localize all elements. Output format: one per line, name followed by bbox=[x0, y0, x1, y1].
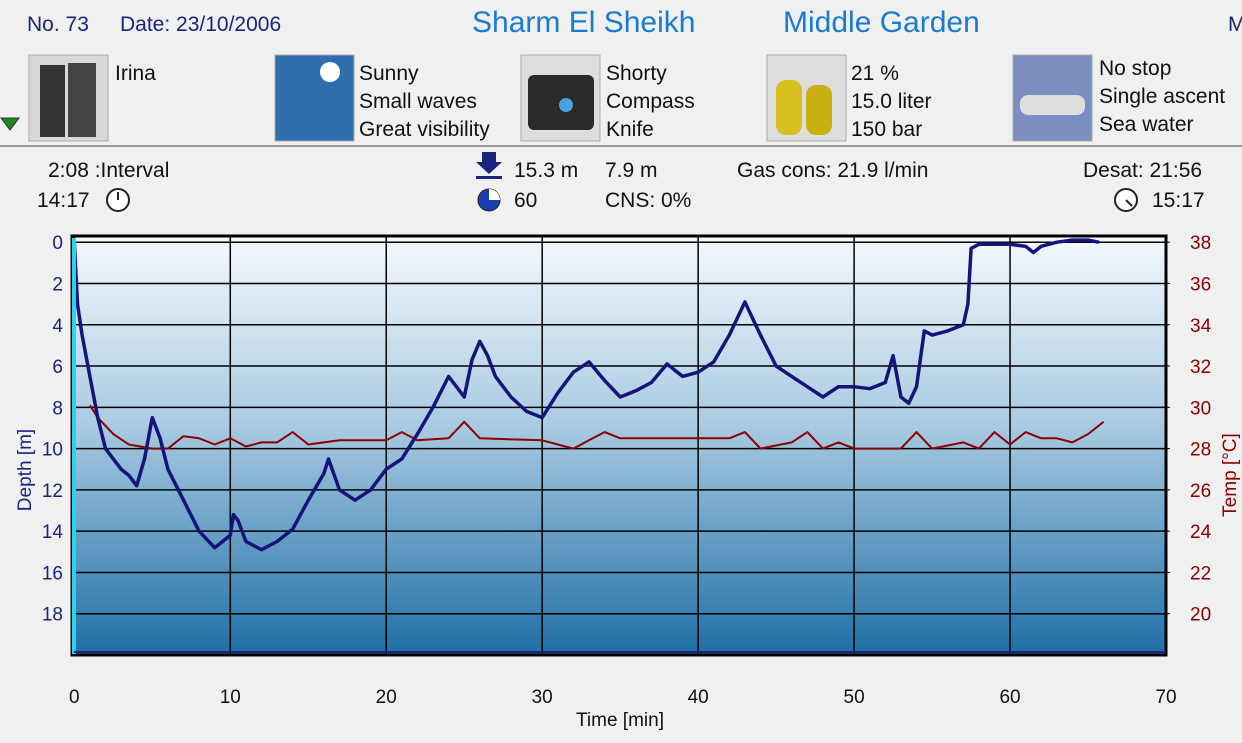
cut-text: M bbox=[1228, 13, 1242, 36]
y-tick-label: 4 bbox=[52, 316, 63, 337]
panel-line: Small waves bbox=[359, 90, 477, 113]
y-tick-label: 18 bbox=[42, 605, 63, 626]
tank bbox=[776, 80, 802, 135]
desaturation: Desat: 21:56 bbox=[1083, 159, 1202, 182]
y2-tick-label: 20 bbox=[1190, 605, 1211, 626]
panel-line: No stop bbox=[1099, 57, 1171, 80]
y2-tick-label: 28 bbox=[1190, 440, 1211, 461]
y-tick-label: 12 bbox=[42, 481, 63, 502]
y2-tick-label: 22 bbox=[1190, 563, 1211, 584]
avg-depth: 7.9 m bbox=[605, 159, 658, 182]
y2-tick-label: 26 bbox=[1190, 481, 1211, 502]
y-tick-label: 8 bbox=[52, 398, 63, 419]
swimmer bbox=[1020, 95, 1085, 115]
y-tick-label: 0 bbox=[52, 233, 63, 254]
temperature-line bbox=[89, 404, 1105, 450]
cns: CNS: 0% bbox=[605, 189, 691, 212]
location: Sharm El Sheikh bbox=[472, 6, 695, 39]
gas-consumption: Gas cons: 21.9 l/min bbox=[737, 159, 928, 182]
clock-hand bbox=[1125, 199, 1133, 207]
x-tick-label: 20 bbox=[376, 687, 397, 708]
depth-line bbox=[72, 238, 1100, 552]
y2-tick-label: 24 bbox=[1190, 522, 1212, 543]
weather-icon bbox=[274, 54, 355, 142]
duration-icon-slice bbox=[489, 189, 500, 200]
tank bbox=[806, 85, 832, 135]
panel-line: Shorty bbox=[606, 62, 667, 85]
panel-line: Compass bbox=[606, 90, 695, 113]
dropdown-arrow[interactable] bbox=[0, 117, 20, 131]
panel-line: Sunny bbox=[359, 62, 419, 85]
compass bbox=[559, 98, 573, 112]
panel-line: Sea water bbox=[1099, 113, 1194, 136]
panel-line: Great visibility bbox=[359, 118, 490, 141]
sun bbox=[320, 62, 340, 82]
y-tick-label: 14 bbox=[42, 522, 64, 543]
y2-axis-title: Temp [°C] bbox=[1220, 433, 1241, 517]
x-tick-label: 40 bbox=[688, 687, 709, 708]
plot-area bbox=[72, 236, 1166, 655]
duration: 60 bbox=[514, 189, 537, 212]
panel-line: 21 % bbox=[851, 62, 899, 85]
end-time: 15:17 bbox=[1152, 189, 1205, 212]
site: Middle Garden bbox=[783, 6, 980, 39]
dive-date: Date: 23/10/2006 bbox=[120, 13, 281, 36]
y2-tick-label: 36 bbox=[1190, 274, 1211, 295]
start-time: 14:17 bbox=[37, 189, 90, 212]
x-axis-title: Time [min] bbox=[576, 710, 664, 731]
x-tick-label: 60 bbox=[999, 687, 1020, 708]
x-tick-label: 30 bbox=[532, 687, 553, 708]
y2-tick-label: 38 bbox=[1190, 233, 1211, 254]
panel-line: Knife bbox=[606, 118, 654, 141]
panel-line: Single ascent bbox=[1099, 85, 1225, 108]
panel-line: Irina bbox=[115, 62, 156, 85]
y-tick-label: 6 bbox=[52, 357, 63, 378]
y-tick-label: 10 bbox=[42, 440, 63, 461]
max-depth: 15.3 m bbox=[514, 159, 578, 182]
panel-line: 15.0 liter bbox=[851, 90, 932, 113]
diver-figure bbox=[68, 63, 96, 137]
depth-icon-base bbox=[476, 176, 502, 179]
x-tick-label: 70 bbox=[1155, 687, 1176, 708]
y-axis-title: Depth [m] bbox=[15, 429, 36, 511]
x-tick-label: 0 bbox=[69, 687, 80, 708]
y2-tick-label: 34 bbox=[1190, 316, 1212, 337]
y-tick-label: 2 bbox=[52, 274, 63, 295]
depth-icon bbox=[476, 152, 502, 174]
y-tick-label: 16 bbox=[42, 563, 63, 584]
start-marker bbox=[72, 238, 76, 654]
x-tick-label: 50 bbox=[844, 687, 865, 708]
x-tick-label: 10 bbox=[220, 687, 241, 708]
interval: 2:08 :Interval bbox=[48, 159, 169, 182]
y2-tick-label: 30 bbox=[1190, 398, 1211, 419]
panel-line: 150 bar bbox=[851, 118, 922, 141]
dive-number: No. 73 bbox=[27, 13, 89, 36]
diver-figure bbox=[40, 65, 65, 137]
y2-tick-label: 32 bbox=[1190, 357, 1211, 378]
